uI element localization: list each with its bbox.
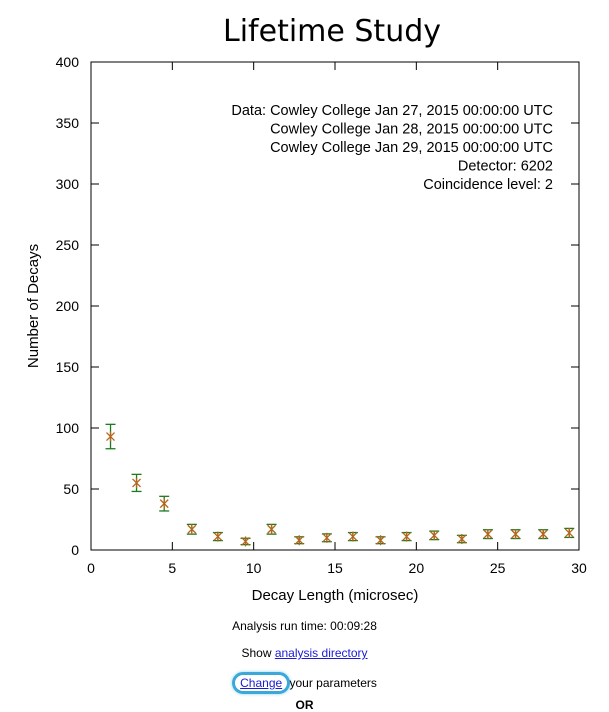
axis-ticks: 0 50 100 150 200 250 300 350 400 0 5 10 15 20 25 30: [56, 54, 587, 576]
data-point: [212, 531, 223, 542]
data-point: [456, 534, 467, 545]
y-tick-label: 0: [71, 542, 79, 558]
y-tick-label: 350: [56, 115, 80, 131]
data-point: [375, 535, 386, 546]
annotation-line: Coincidence level: 2: [423, 177, 553, 193]
x-tick-label: 25: [490, 560, 506, 576]
x-tick-label: 30: [571, 560, 587, 576]
data-point: [538, 529, 549, 540]
data-point: [105, 423, 116, 450]
y-tick-label: 250: [56, 237, 80, 253]
y-tick-label: 400: [56, 54, 80, 70]
change-parameters-link[interactable]: Change: [240, 676, 283, 690]
y-tick-label: 150: [56, 359, 80, 375]
x-axis-label: Decay Length (microsec): [252, 587, 419, 604]
change-highlight: Change: [232, 672, 291, 694]
data-point: [564, 527, 575, 539]
data-point: [510, 529, 521, 540]
analysis-run-time: Analysis run time: 00:09:28: [0, 619, 609, 633]
or-text: OR: [295, 698, 314, 712]
data-point: [266, 523, 277, 535]
change-suffix-text: your parameters: [286, 676, 377, 690]
x-tick-label: 15: [327, 560, 343, 576]
x-tick-label: 20: [409, 560, 425, 576]
annotation-line: Data: Cowley College Jan 27, 2015 00:00:…: [231, 103, 553, 119]
or-separator: OR: [0, 698, 609, 712]
annotation-line: Cowley College Jan 29, 2015 00:00:00 UTC: [270, 140, 553, 156]
y-axis-label: Number of Decays: [25, 244, 42, 368]
change-parameters-line: Change your parameters: [0, 672, 609, 694]
data-point: [429, 530, 440, 541]
x-tick-label: 0: [87, 560, 95, 576]
data-point: [482, 529, 493, 540]
data-point: [321, 532, 332, 543]
show-prefix-text: Show: [241, 646, 275, 660]
data-points: [105, 423, 575, 547]
lifetime-chart: Lifetime Study 0501001502002503003504000…: [25, 14, 587, 604]
analysis-directory-link[interactable]: analysis directory: [274, 646, 368, 660]
data-point: [186, 523, 197, 535]
data-point: [131, 473, 142, 493]
y-tick-label: 300: [56, 176, 80, 192]
chart-annotation: Data: Cowley College Jan 27, 2015 00:00:…: [231, 103, 553, 193]
annotation-line: Detector: 6202: [458, 159, 553, 175]
x-tick-label: 10: [246, 560, 262, 576]
data-point: [240, 536, 251, 547]
show-directory-line: Show analysis directory: [0, 646, 609, 660]
data-point: [294, 535, 305, 546]
data-point: [159, 495, 170, 512]
annotation-line: Cowley College Jan 28, 2015 00:00:00 UTC: [270, 122, 553, 138]
run-time-text: Analysis run time: 00:09:28: [232, 619, 377, 633]
data-point: [401, 531, 412, 542]
y-tick-label: 50: [63, 481, 79, 497]
chart-title: Lifetime Study: [223, 14, 441, 49]
y-tick-label: 100: [56, 420, 80, 436]
y-tick-label: 200: [56, 298, 80, 314]
data-point: [347, 531, 358, 542]
x-tick-label: 5: [168, 560, 176, 576]
